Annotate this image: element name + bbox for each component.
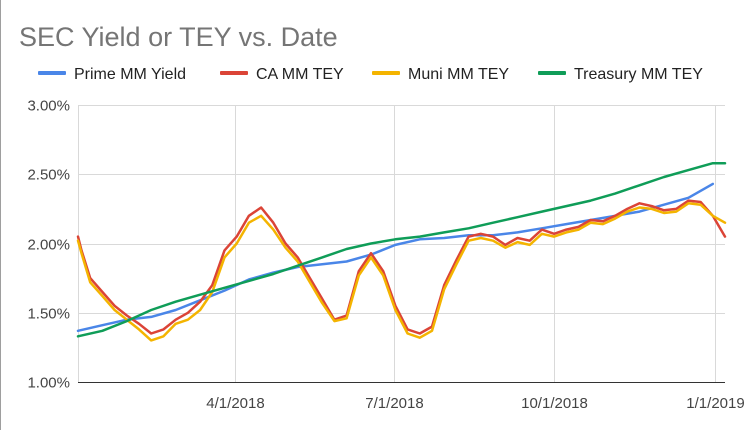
legend-swatch: [220, 71, 248, 75]
legend-label: Treasury MM TEY: [574, 66, 703, 83]
x-tick-label: 1/1/2019: [686, 395, 744, 412]
y-tick-label: 3.00%: [27, 98, 70, 115]
y-tick-label: 2.00%: [27, 237, 70, 254]
y-tick-label: 2.50%: [27, 167, 70, 184]
series-lines: [76, 161, 727, 342]
x-tick-label: 7/1/2018: [365, 395, 423, 412]
legend-swatch: [538, 71, 566, 75]
chart-title: SEC Yield or TEY vs. Date: [19, 22, 338, 52]
legend-label: CA MM TEY: [256, 66, 344, 83]
series-line-muni-mm-tey: [76, 202, 727, 342]
y-tick-label: 1.50%: [27, 306, 70, 323]
series-line-treasury-mm-tey: [76, 161, 727, 338]
legend-label: Prime MM Yield: [74, 66, 186, 83]
x-tick-label: 4/1/2018: [206, 395, 264, 412]
x-tick-label: 10/1/2018: [521, 395, 588, 412]
axes: 1.00% 1.50% 2.00% 2.50% 3.00% 4/1/2018 7/1/201…: [27, 98, 744, 413]
legend: Prime MM Yield CA MM TEY Muni MM TEY Treasu…: [38, 66, 703, 83]
legend-label: Muni MM TEY: [408, 66, 509, 83]
legend-swatch: [38, 71, 66, 75]
y-tick-label: 1.00%: [27, 375, 70, 392]
series-line-ca-mm-tey: [76, 199, 727, 335]
legend-swatch: [372, 71, 400, 75]
series-line-prime-mm-yield: [76, 182, 715, 333]
